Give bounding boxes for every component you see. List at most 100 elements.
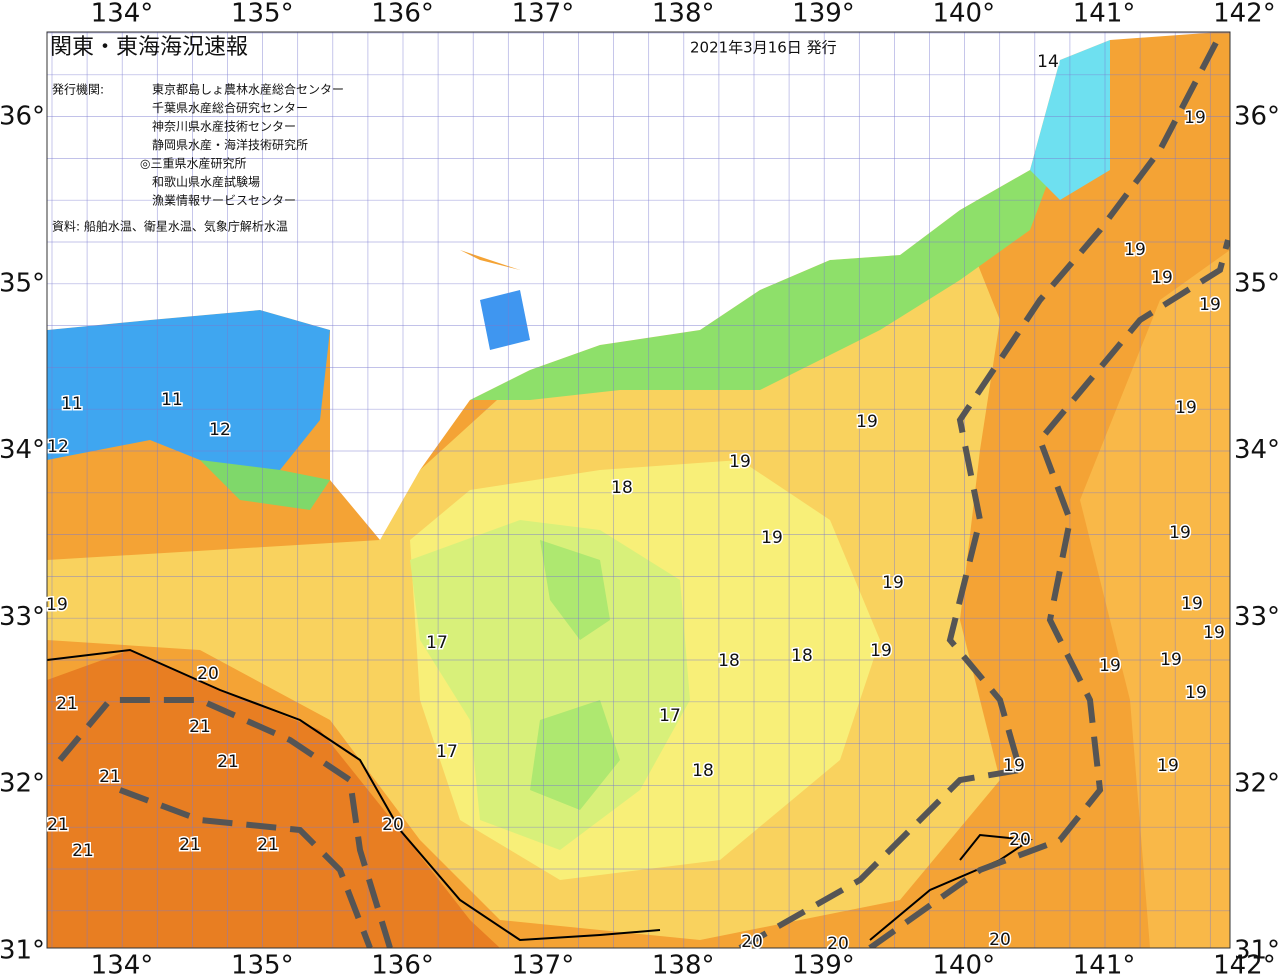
- contour-label: 12: [47, 437, 69, 457]
- coast-green: [470, 150, 1060, 400]
- current-axis: [118, 787, 373, 948]
- sea-hot: [47, 650, 500, 948]
- contour-label: 20: [827, 934, 849, 954]
- issuer: 漁業情報サービスセンター: [152, 194, 296, 208]
- contour-label: 19: [729, 452, 751, 472]
- contour-label: 19: [856, 412, 878, 432]
- latitude-label: 33°: [1234, 602, 1280, 632]
- longitude-label: 135°: [231, 0, 294, 29]
- contour-20: [47, 648, 661, 942]
- contour-label: 12: [209, 420, 231, 440]
- contour-label: 21: [99, 767, 121, 787]
- contour-label: 18: [718, 651, 740, 671]
- contour-label: 21: [257, 835, 279, 855]
- issuer-label: 発行機関:: [52, 82, 104, 97]
- latitude-label: 36°: [0, 102, 45, 132]
- longitude-label: 137°: [512, 951, 575, 980]
- contour-label: 19: [1157, 756, 1179, 776]
- map-area: [47, 32, 1230, 948]
- latitude-label: 33°: [0, 602, 45, 632]
- latitude-label: 36°: [1234, 102, 1280, 132]
- longitude-label: 135°: [231, 951, 294, 980]
- latitude-label: 32°: [0, 769, 45, 799]
- contour-label: 20: [1009, 830, 1031, 850]
- latitude-label: 32°: [1234, 769, 1280, 799]
- sea-light-green: [410, 520, 690, 850]
- grid: [47, 32, 1230, 948]
- issuer: ◎三重県水産研究所: [140, 156, 246, 171]
- issuer: 静岡県水産・海洋技術研究所: [152, 137, 308, 152]
- title: 関東・東海海況速報: [50, 35, 248, 60]
- sea-east: [1080, 32, 1230, 948]
- issue-date: 2021年3月16日 発行: [690, 39, 837, 57]
- contour-20: [869, 833, 1033, 941]
- contour-label: 19: [1160, 650, 1182, 670]
- longitude-label: 137°: [512, 0, 575, 29]
- latitude-label: 34°: [1234, 435, 1280, 465]
- longitude-label: 134°: [91, 0, 154, 29]
- source: 資料: 船舶水温、衛星水温、気象庁解析水温: [52, 219, 288, 234]
- latitude-label: 31°: [0, 936, 45, 966]
- contour-label: 19: [1181, 594, 1203, 614]
- contour-label: 18: [692, 761, 714, 781]
- contour-label: 19: [1169, 523, 1191, 543]
- longitude-label: 139°: [792, 951, 855, 980]
- contour-label: 17: [659, 706, 681, 726]
- contour-label: 19: [1199, 295, 1221, 315]
- land: [47, 32, 1220, 540]
- latitude-label: 34°: [0, 435, 45, 465]
- frame: [46, 31, 1231, 949]
- contour-label: 20: [382, 815, 404, 835]
- longitude-label: 138°: [652, 0, 715, 29]
- contour-label: 19: [1175, 398, 1197, 418]
- contour-label: 19: [761, 528, 783, 548]
- contour-label: 19: [1124, 240, 1146, 260]
- contour-label: 19: [870, 641, 892, 661]
- latitude-label: 35°: [1234, 268, 1280, 298]
- longitude-label: 141°: [1073, 951, 1136, 980]
- contour-label: 17: [436, 742, 458, 762]
- longitude-label: 142°: [1213, 951, 1276, 980]
- contour-label: 19: [1185, 683, 1207, 703]
- longitude-label: 140°: [932, 0, 995, 29]
- issuer: 東京都島しょ農林水産総合センター: [152, 82, 344, 97]
- current-axis: [57, 697, 393, 948]
- longitude-label: 134°: [91, 951, 154, 980]
- contour-label: 19: [1151, 268, 1173, 288]
- latitude-label: 35°: [0, 268, 45, 298]
- contour-label: 18: [611, 478, 633, 498]
- contour-label: 20: [197, 664, 219, 684]
- contour-label: 11: [161, 390, 183, 410]
- issuer: 千葉県水産総合研究センター: [152, 100, 308, 115]
- contour-label: 19: [1203, 623, 1225, 643]
- contour-label: 19: [1099, 656, 1121, 676]
- contour-label: 17: [426, 633, 448, 653]
- longitude-label: 142°: [1213, 0, 1276, 29]
- issuer: 和歌山県水産試験場: [152, 174, 260, 189]
- contour-label: 11: [61, 394, 83, 414]
- contour-label: 21: [72, 841, 94, 861]
- current-axis: [738, 33, 1223, 948]
- contour-label: 18: [791, 646, 813, 666]
- contour-label: 19: [1003, 756, 1025, 776]
- longitude-label: 140°: [932, 951, 995, 980]
- contour-label: 21: [56, 694, 78, 714]
- longitude-label: 138°: [652, 951, 715, 980]
- contour-label: 21: [217, 752, 239, 772]
- inland-sea: [47, 310, 330, 490]
- contour-label: 21: [47, 815, 69, 835]
- longitude-label: 136°: [371, 951, 434, 980]
- contour-label: 20: [989, 930, 1011, 950]
- issuer: 神奈川県水産技術センター: [152, 119, 296, 134]
- contour-label: 21: [179, 835, 201, 855]
- ise-bay: [480, 290, 530, 350]
- longitude-label: 139°: [792, 0, 855, 29]
- contour-label: 19: [1184, 108, 1206, 128]
- issuers: 東京都島しょ農林水産総合センター千葉県水産総合研究センター神奈川県水産技術センタ…: [140, 82, 344, 208]
- contour-label: 19: [882, 573, 904, 593]
- contour-label: 19: [46, 595, 68, 615]
- longitude-label: 141°: [1073, 0, 1136, 29]
